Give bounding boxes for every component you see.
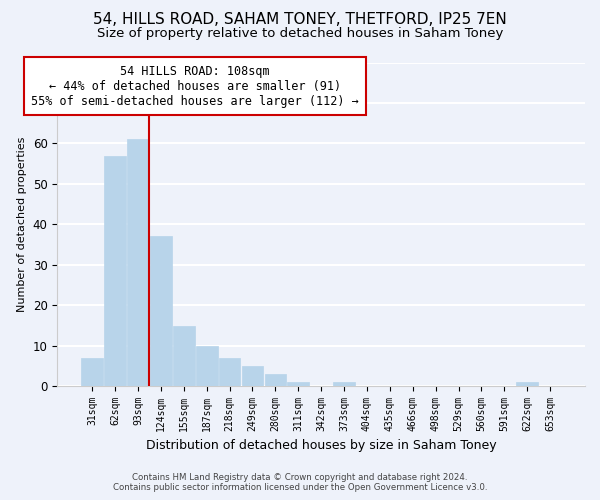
Bar	[265, 374, 286, 386]
X-axis label: Distribution of detached houses by size in Saham Toney: Distribution of detached houses by size …	[146, 440, 496, 452]
Bar	[517, 382, 538, 386]
Text: Size of property relative to detached houses in Saham Toney: Size of property relative to detached ho…	[97, 28, 503, 40]
Text: 54 HILLS ROAD: 108sqm
← 44% of detached houses are smaller (91)
55% of semi-deta: 54 HILLS ROAD: 108sqm ← 44% of detached …	[31, 64, 359, 108]
Y-axis label: Number of detached properties: Number of detached properties	[17, 136, 27, 312]
Bar	[173, 326, 194, 386]
Bar	[150, 236, 172, 386]
Bar	[82, 358, 103, 386]
Bar	[219, 358, 241, 386]
Bar	[333, 382, 355, 386]
Bar	[127, 140, 149, 386]
Bar	[287, 382, 309, 386]
Bar	[242, 366, 263, 386]
Bar	[196, 346, 218, 386]
Text: 54, HILLS ROAD, SAHAM TONEY, THETFORD, IP25 7EN: 54, HILLS ROAD, SAHAM TONEY, THETFORD, I…	[93, 12, 507, 28]
Text: Contains HM Land Registry data © Crown copyright and database right 2024.
Contai: Contains HM Land Registry data © Crown c…	[113, 473, 487, 492]
Bar	[104, 156, 126, 386]
